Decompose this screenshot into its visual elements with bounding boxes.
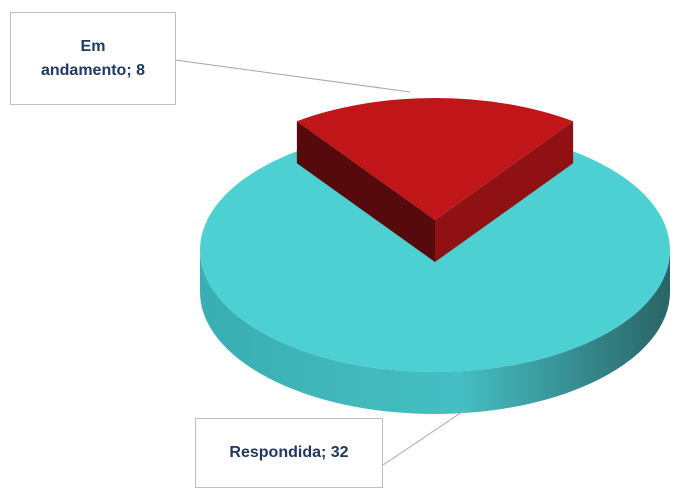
slice-cut-face [296,121,435,262]
data-label: Respondida; 32 [229,444,349,461]
data-label-box: Em andamento; 8 [10,12,176,105]
slice-side [200,250,670,414]
slice [296,98,574,220]
data-label-box: Respondida; 32 [195,418,383,488]
leader-line [174,59,411,93]
leader-line [382,409,466,466]
slice-cut-face [435,121,574,262]
slices [199,98,671,414]
data-label: Em andamento; 8 [40,37,145,79]
